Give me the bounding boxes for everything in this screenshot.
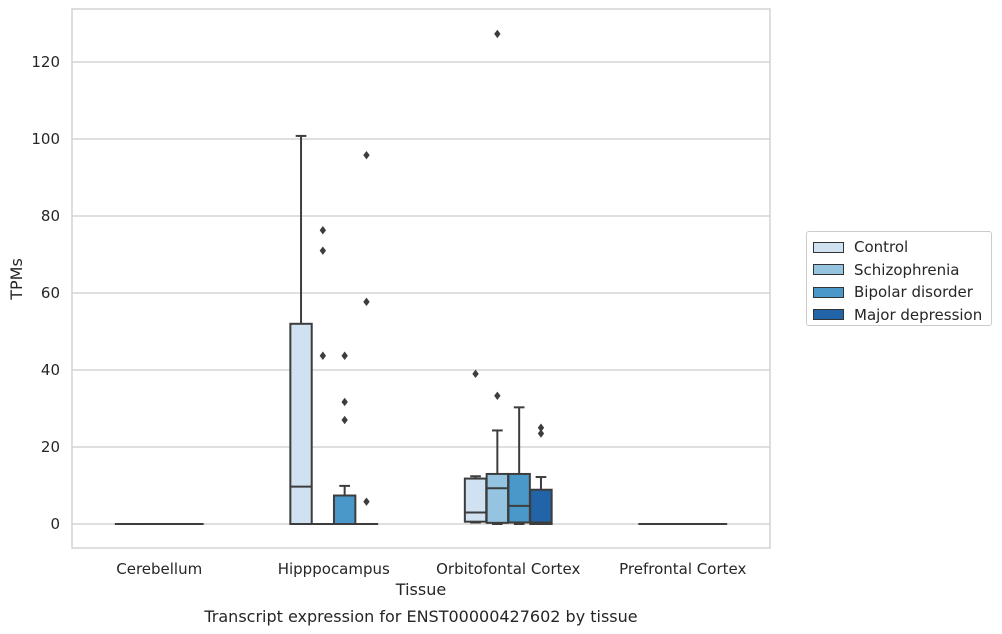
x-tick-label: Prefrontal Cortex [619, 560, 746, 578]
chart-title: Transcript expression for ENST0000042760… [203, 607, 637, 626]
plot-frame [71, 8, 771, 549]
y-tick-label: 100 [31, 130, 60, 148]
x-tick-label: Orbitofontal Cortex [436, 560, 580, 578]
box-2-0 [463, 369, 488, 524]
box-1-3 [354, 150, 379, 526]
iqr-box [463, 477, 488, 523]
outlier-point [319, 351, 327, 360]
outlier-point [494, 391, 501, 400]
outlier-point [494, 29, 501, 39]
legend-label: Schizophrenia [854, 260, 960, 279]
outlier-point [319, 226, 327, 235]
legend-swatch [813, 264, 844, 276]
legend-swatch [813, 309, 844, 321]
y-tick-labels: 0 20 40 60 80 100 120 [31, 53, 60, 533]
box-1-2 [332, 351, 357, 526]
outlier-point [472, 369, 479, 379]
legend-swatch [813, 286, 844, 298]
legend-item: Major depression [813, 304, 991, 327]
y-tick-label: 60 [41, 284, 60, 302]
outlier-point [341, 415, 348, 425]
box-1-0 [289, 134, 313, 525]
y-axis-label: TPMs [7, 258, 26, 301]
outlier-point [363, 297, 370, 307]
x-tick-label: Hipppocampus [278, 560, 390, 578]
outlier-point [341, 397, 348, 407]
legend-label: Control [854, 238, 909, 257]
legend-item: Schizophrenia [813, 259, 991, 282]
outlier-point [537, 429, 545, 438]
iqr-box [529, 488, 553, 525]
box-1-1 [311, 226, 335, 526]
y-tick-label: 120 [31, 53, 60, 71]
legend-item: Bipolar disorder [813, 281, 991, 304]
iqr-box [507, 472, 531, 524]
y-tick-label: 20 [41, 438, 60, 456]
legend-item: Control [813, 236, 991, 259]
iqr-box [289, 322, 313, 525]
legend-label: Bipolar disorder [854, 283, 973, 302]
x-axis-label: Tissue [395, 580, 446, 599]
chart-legend: Control Schizophrenia Bipolar disorder Majo… [806, 231, 992, 326]
outlier-point [341, 351, 348, 360]
outlier-point [363, 150, 370, 160]
x-tick-labels: Cerebellum Hipppocampus Orbitofontal Corte… [116, 560, 746, 578]
grid-lines [72, 61, 770, 525]
outlier-point [537, 423, 545, 432]
iqr-box [485, 472, 510, 524]
box-2-2 [507, 406, 531, 525]
box-2-3 [529, 423, 553, 525]
legend-swatch [813, 241, 844, 253]
y-tick-label: 0 [50, 515, 60, 533]
iqr-box [332, 494, 357, 526]
outlier-point [319, 246, 327, 255]
legend-label: Major depression [854, 305, 983, 324]
boxes [114, 29, 728, 526]
outlier-point [363, 497, 370, 506]
y-tick-label: 80 [41, 207, 60, 225]
box-2-1 [485, 29, 510, 525]
y-tick-label: 40 [41, 361, 60, 379]
x-tick-label: Cerebellum [116, 560, 202, 578]
